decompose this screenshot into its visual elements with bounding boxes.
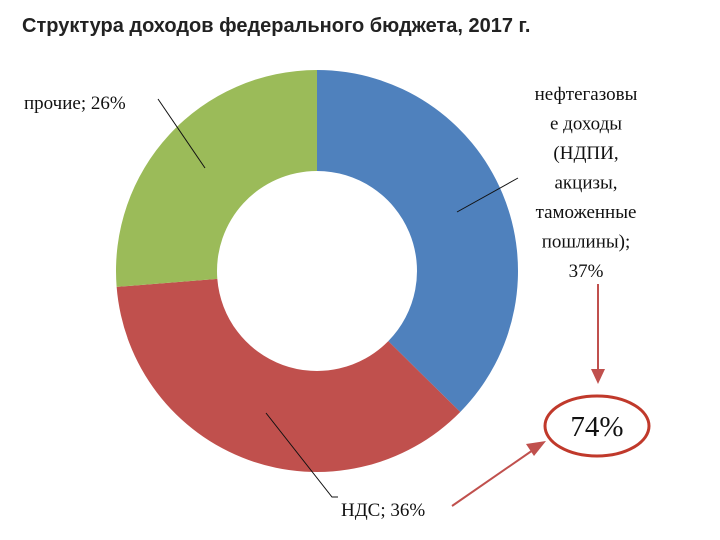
slice-labels: нефтегазовы е доходы (НДПИ, акцизы, таможенн… [24,84,638,521]
callout-value: 74% [570,411,623,443]
callout-arrow-diagonal-head [526,441,546,456]
donut-slices [116,70,518,472]
callout-arrow-down-head [591,369,605,384]
label-oil-gas-line: 37% [569,261,604,282]
label-other: прочие; 26% [24,93,126,114]
slice-oil-gas [317,70,518,412]
label-oil-gas-line: нефтегазовы [535,84,638,105]
label-other-line: прочие; 26% [24,93,126,114]
label-nds: НДС; 36% [341,500,425,521]
leader-line-other [157,98,206,169]
total-callout: 74% [451,284,651,507]
leader-line-nds [265,412,338,498]
label-oil-gas-line: таможенные [536,202,637,223]
label-oil-gas: нефтегазовы е доходы (НДПИ, акцизы, таможенн… [535,84,638,282]
callout-arrow-diagonal [451,449,534,507]
slice-nds [116,278,461,472]
slice-other [116,70,317,287]
callout-ring [543,394,651,458]
leader-line-oil-gas [456,177,519,213]
leader-lines [157,98,519,498]
label-oil-gas-line: е доходы [550,114,622,135]
label-oil-gas-line: (НДПИ, [553,143,618,164]
label-oil-gas-line: пошлины); [542,232,631,253]
label-nds-line: НДС; 36% [341,500,425,521]
label-oil-gas-line: акцизы, [554,173,617,194]
chart-title: Структура доходов федерального бюджета, … [22,15,530,37]
